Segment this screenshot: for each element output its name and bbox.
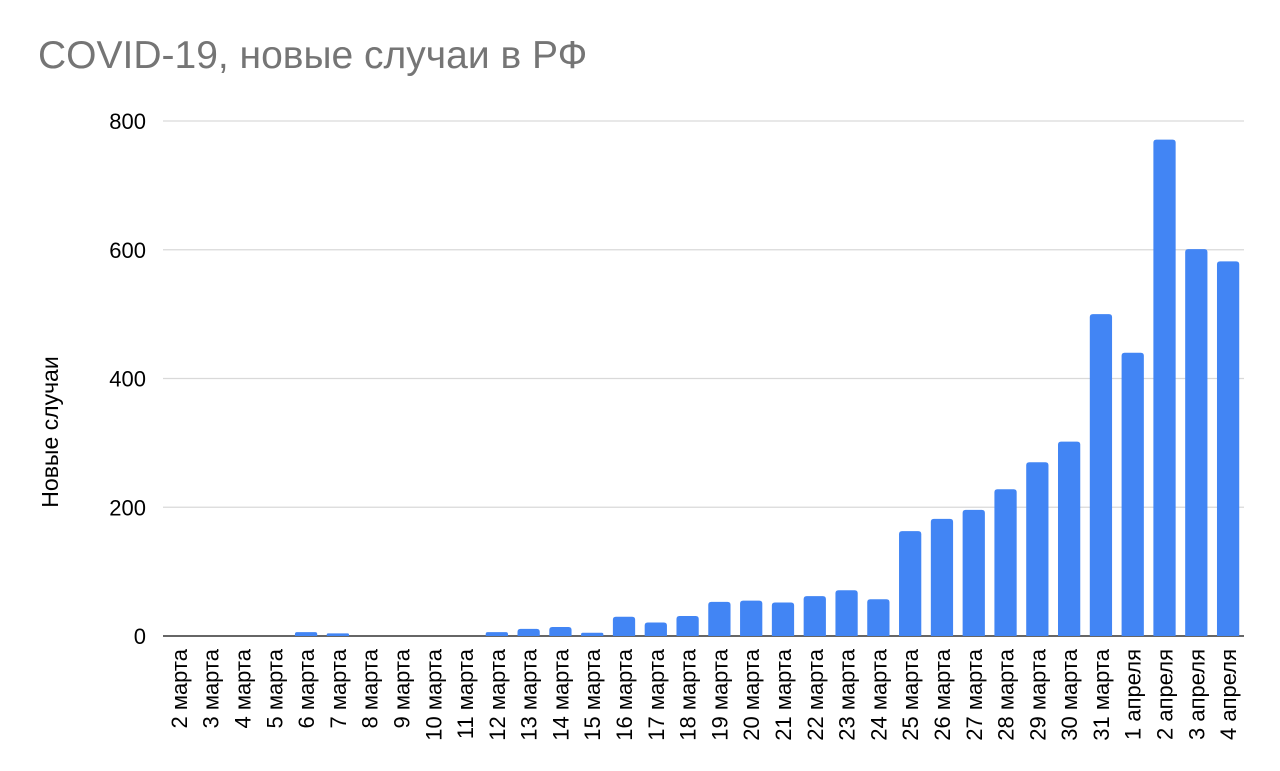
bar: [549, 626, 572, 636]
x-tick-label: 24 марта: [866, 648, 891, 741]
x-tick-label: 26 марта: [930, 648, 955, 741]
bar: [994, 489, 1017, 636]
x-tick-label: 3 марта: [199, 648, 224, 728]
x-tick-label: 31 марта: [1089, 648, 1114, 741]
x-tick-label: 2 апреля: [1153, 649, 1178, 740]
bar: [835, 590, 858, 636]
x-tick-label: 14 марта: [548, 648, 573, 741]
y-axis-label: Новые случаи: [37, 356, 63, 507]
x-tick-label: 8 марта: [358, 648, 383, 728]
bar: [581, 632, 604, 636]
bar: [803, 596, 826, 636]
bar: [1216, 261, 1240, 636]
x-tick-label: 3 апреля: [1184, 649, 1209, 740]
bar: [740, 600, 763, 636]
x-tick-label: 28 марта: [994, 648, 1019, 741]
bar: [1121, 352, 1144, 636]
bar: [1058, 441, 1081, 636]
y-axis-ticks: 0 200 400 600 800: [109, 109, 146, 649]
x-tick-label: 15 марта: [580, 648, 605, 741]
x-tick-label: 18 марта: [676, 648, 701, 741]
x-tick-label: 21 марта: [771, 648, 796, 741]
x-tick-label: 5 марта: [262, 648, 287, 728]
bar: [930, 518, 954, 636]
bar: [326, 633, 349, 636]
y-tick-label: 800: [109, 109, 146, 134]
x-tick-label: 29 марта: [1025, 648, 1050, 741]
bar: [899, 531, 922, 636]
bar: [612, 616, 636, 636]
x-tick-label: 6 марта: [294, 648, 319, 728]
x-tick-label: 11 марта: [453, 648, 478, 739]
bar: [1026, 462, 1049, 636]
x-tick-label: 13 марта: [517, 648, 542, 741]
chart-title: COVID-19, новые случаи в РФ: [38, 34, 588, 77]
x-tick-label: 30 марта: [1057, 648, 1082, 741]
x-tick-label: 22 марта: [803, 648, 828, 741]
x-tick-label: 27 марта: [962, 648, 987, 741]
x-tick-label: 25 марта: [898, 648, 923, 741]
bar: [485, 632, 508, 636]
x-axis-ticks: 2 марта 3 марта 4 марта 5 марта 6 марта 7 мар…: [167, 648, 1241, 741]
x-tick-label: 9 марта: [389, 648, 414, 728]
bars: [294, 139, 1240, 636]
x-tick-label: 12 марта: [485, 648, 510, 741]
x-tick-label: 4 апреля: [1216, 649, 1241, 740]
y-tick-label: 400: [109, 367, 146, 392]
x-tick-label: 2 марта: [167, 648, 192, 728]
y-tick-label: 200: [109, 495, 146, 520]
x-tick-label: 17 марта: [644, 648, 669, 741]
bar: [644, 622, 667, 636]
bar: [676, 616, 699, 636]
bar: [294, 632, 318, 636]
x-tick-label: 10 марта: [421, 648, 446, 741]
bar: [867, 599, 890, 636]
x-tick-label: 7 марта: [326, 648, 351, 728]
bar: [1089, 314, 1113, 636]
y-tick-label: 600: [109, 238, 146, 263]
bar: [517, 628, 540, 636]
x-tick-label: 23 марта: [835, 648, 860, 741]
x-tick-label: 16 марта: [612, 648, 637, 741]
bar: [1153, 139, 1176, 636]
bar: [708, 601, 731, 636]
bar: [962, 509, 985, 636]
x-tick-label: 4 марта: [230, 648, 255, 728]
bar: [1185, 249, 1208, 636]
bar: [771, 602, 795, 636]
x-tick-label: 20 марта: [739, 648, 764, 741]
x-tick-label: 19 марта: [707, 648, 732, 741]
y-tick-label: 0: [134, 624, 146, 649]
gridlines: [163, 120, 1244, 637]
x-tick-label: 1 апреля: [1121, 649, 1146, 740]
